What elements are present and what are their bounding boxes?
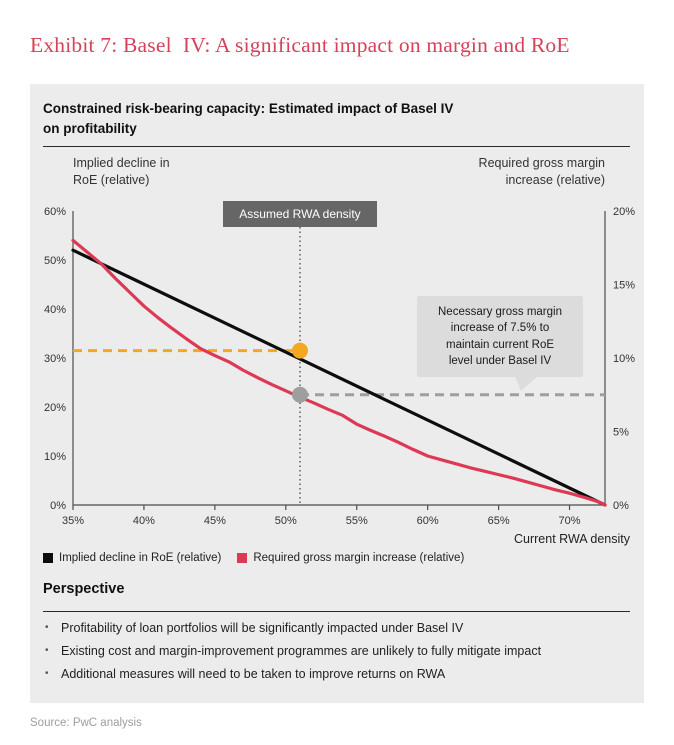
bubble-tail-icon xyxy=(515,376,538,392)
svg-text:0%: 0% xyxy=(50,500,66,512)
svg-text:0%: 0% xyxy=(613,500,629,512)
bubble-line1: Necessary gross margin xyxy=(438,306,562,318)
svg-text:40%: 40% xyxy=(133,515,155,527)
svg-text:35%: 35% xyxy=(62,515,84,527)
y-right-axis-title-line1: Required gross margin xyxy=(478,156,605,170)
svg-text:10%: 10% xyxy=(613,353,635,365)
svg-text:30%: 30% xyxy=(44,353,66,365)
chart-legend: Implied decline in RoE (relative) Requir… xyxy=(43,552,464,564)
roe-series-swatch-icon xyxy=(43,553,53,563)
heading-divider xyxy=(43,146,630,147)
svg-text:50%: 50% xyxy=(44,255,66,267)
svg-text:50%: 50% xyxy=(275,515,297,527)
svg-text:15%: 15% xyxy=(613,280,635,292)
legend-item-roe: Implied decline in RoE (relative) xyxy=(43,552,221,564)
perspective-heading: Perspective xyxy=(43,581,125,597)
list-item: Profitability of loan portfolios will be… xyxy=(43,621,628,635)
y-right-axis-title: Required gross margin increase (relative… xyxy=(479,155,605,189)
assumed-rwa-density-label: Assumed RWA density xyxy=(223,201,377,227)
svg-text:45%: 45% xyxy=(204,515,226,527)
y-left-axis-title-line2: RoE (relative) xyxy=(73,172,150,187)
perspective-bullet-list: Profitability of loan portfolios will be… xyxy=(43,621,628,690)
svg-text:20%: 20% xyxy=(44,402,66,414)
svg-text:40%: 40% xyxy=(44,304,66,316)
chart-panel: Constrained risk-bearing capacity: Estim… xyxy=(30,84,644,703)
legend-label-roe: Implied decline in RoE (relative) xyxy=(59,552,222,564)
svg-text:5%: 5% xyxy=(613,427,629,439)
panel-heading-line1: Constrained risk-bearing capacity: Estim… xyxy=(43,101,454,116)
panel-heading-line2: on profitability xyxy=(43,121,137,137)
bubble-line3: maintain current RoE xyxy=(445,338,555,351)
svg-text:60%: 60% xyxy=(417,515,439,527)
source-text: Source: PwC analysis xyxy=(30,717,142,729)
legend-item-margin: Required gross margin increase (relative… xyxy=(237,552,464,564)
chart-svg: 35% 40% 45% 50% 55% 60% 65% 70% 60% 50% 40% 30% 20% 1… xyxy=(44,206,635,527)
svg-text:20%: 20% xyxy=(613,206,635,218)
perspective-divider xyxy=(43,611,630,612)
svg-text:65%: 65% xyxy=(488,515,510,527)
y-right-axis-title-line2: increase (relative) xyxy=(505,172,605,187)
y-left-axis-title: Implied decline in RoE (relative) xyxy=(73,155,170,189)
svg-text:10%: 10% xyxy=(44,451,66,463)
y-left-axis-title-line1: Implied decline in xyxy=(73,156,170,170)
list-item: Existing cost and margin-improvement pro… xyxy=(43,644,628,658)
legend-label-margin: Required gross margin increase (relative… xyxy=(253,552,465,564)
exhibit-title: Exhibit 7: Basel IV: A significant impac… xyxy=(30,33,570,57)
svg-text:60%: 60% xyxy=(44,206,66,218)
x-axis-title: Current RWA density xyxy=(513,532,630,546)
bubble-line4: level under Basel IV xyxy=(448,354,552,367)
svg-text:55%: 55% xyxy=(346,515,368,527)
bubble-line2: increase of 7.5% to xyxy=(450,322,550,335)
list-item: Additional measures will need to be take… xyxy=(43,667,628,681)
annotation-bubble: Necessary gross margin increase of 7.5% … xyxy=(417,296,583,392)
svg-text:70%: 70% xyxy=(559,515,581,527)
margin-series-swatch-icon xyxy=(237,553,248,563)
panel-heading: Constrained risk-bearing capacity: Estim… xyxy=(43,99,453,140)
